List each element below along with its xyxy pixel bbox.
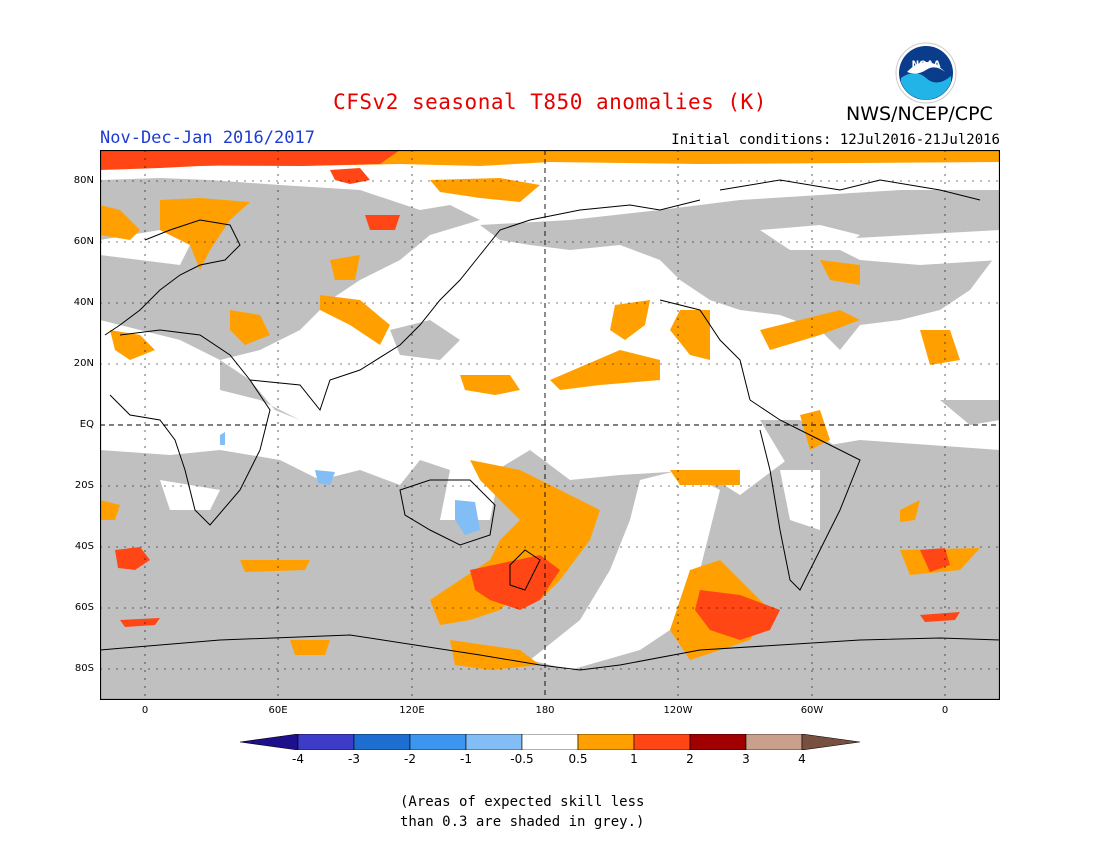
colorbar-label: 3 — [742, 752, 750, 766]
lat-label-40n: 40N — [73, 297, 94, 308]
cool-anomaly-minus1-minus0.5 — [220, 432, 480, 535]
colorbar-bin-7 — [633, 734, 691, 750]
colorbar-arrow-left — [240, 734, 299, 750]
colorbar-label: 4 — [798, 752, 806, 766]
lat-label-20n: 20N — [73, 358, 94, 369]
lat-label-20s: 20S — [74, 480, 94, 491]
colorbar-bin-9 — [745, 734, 803, 750]
colorbar-bin-6 — [577, 734, 635, 750]
logo-text: NOAA — [912, 60, 941, 70]
lat-label-60s: 60S — [74, 602, 94, 613]
colorbar-label: -1 — [460, 752, 472, 766]
lon-label-180: 180 — [535, 705, 555, 716]
noaa-logo-icon: NOAA — [895, 42, 957, 104]
forecast-period: Nov-Dec-Jan 2016/2017 — [100, 128, 315, 148]
colorbar-bin-8 — [689, 734, 747, 750]
colorbar-label: -3 — [348, 752, 360, 766]
lon-label-60e: 60E — [268, 705, 288, 716]
lat-label-40s: 40S — [74, 541, 94, 552]
colorbar-arrow-right — [801, 734, 861, 750]
lat-label-60n: 60N — [73, 236, 94, 247]
colorbar-label: -2 — [404, 752, 416, 766]
agency-label: NWS/NCEP/CPC — [846, 103, 993, 125]
colorbar-bin-4 — [465, 734, 523, 750]
equator-dateline — [100, 150, 1000, 700]
lon-label-120e: 120E — [399, 705, 425, 716]
lon-label-0-east: 0 — [941, 705, 949, 716]
warm-anomaly-1-2 — [100, 150, 960, 640]
map-title: CFSv2 seasonal T850 anomalies (K) — [333, 90, 767, 114]
colorbar — [240, 734, 861, 750]
lon-label-0: 0 — [141, 705, 149, 716]
anomaly-map — [100, 150, 1000, 700]
colorbar-label: -4 — [292, 752, 304, 766]
coastlines — [100, 179, 1000, 671]
map-frame — [100, 150, 1000, 700]
lat-label-eq: EQ — [79, 419, 94, 430]
lon-label-120w: 120W — [663, 705, 693, 716]
colorbar-label: 0.5 — [568, 752, 588, 766]
colorbar-label: 1 — [630, 752, 638, 766]
lat-label-80n: 80N — [73, 175, 94, 186]
colorbar-bin-3 — [409, 734, 467, 750]
lat-label-80s: 80S — [74, 663, 94, 674]
colorbar-bin-5 — [521, 734, 579, 750]
skill-note-line-1: (Areas of expected skill less — [400, 794, 645, 810]
skill-note: (Areas of expected skill less than 0.3 a… — [400, 792, 800, 832]
colorbar-label: -0.5 — [510, 752, 534, 766]
skill-note-line-2: than 0.3 are shaded in grey.) — [400, 814, 645, 830]
graticule — [100, 150, 1000, 700]
initial-conditions: Initial conditions: 12Jul2016-21Jul2016 — [671, 132, 1000, 148]
colorbar-label: 2 — [686, 752, 694, 766]
colorbar-bin-1 — [297, 734, 355, 750]
colorbar-bin-2 — [353, 734, 411, 750]
lon-label-60w: 60W — [800, 705, 824, 716]
